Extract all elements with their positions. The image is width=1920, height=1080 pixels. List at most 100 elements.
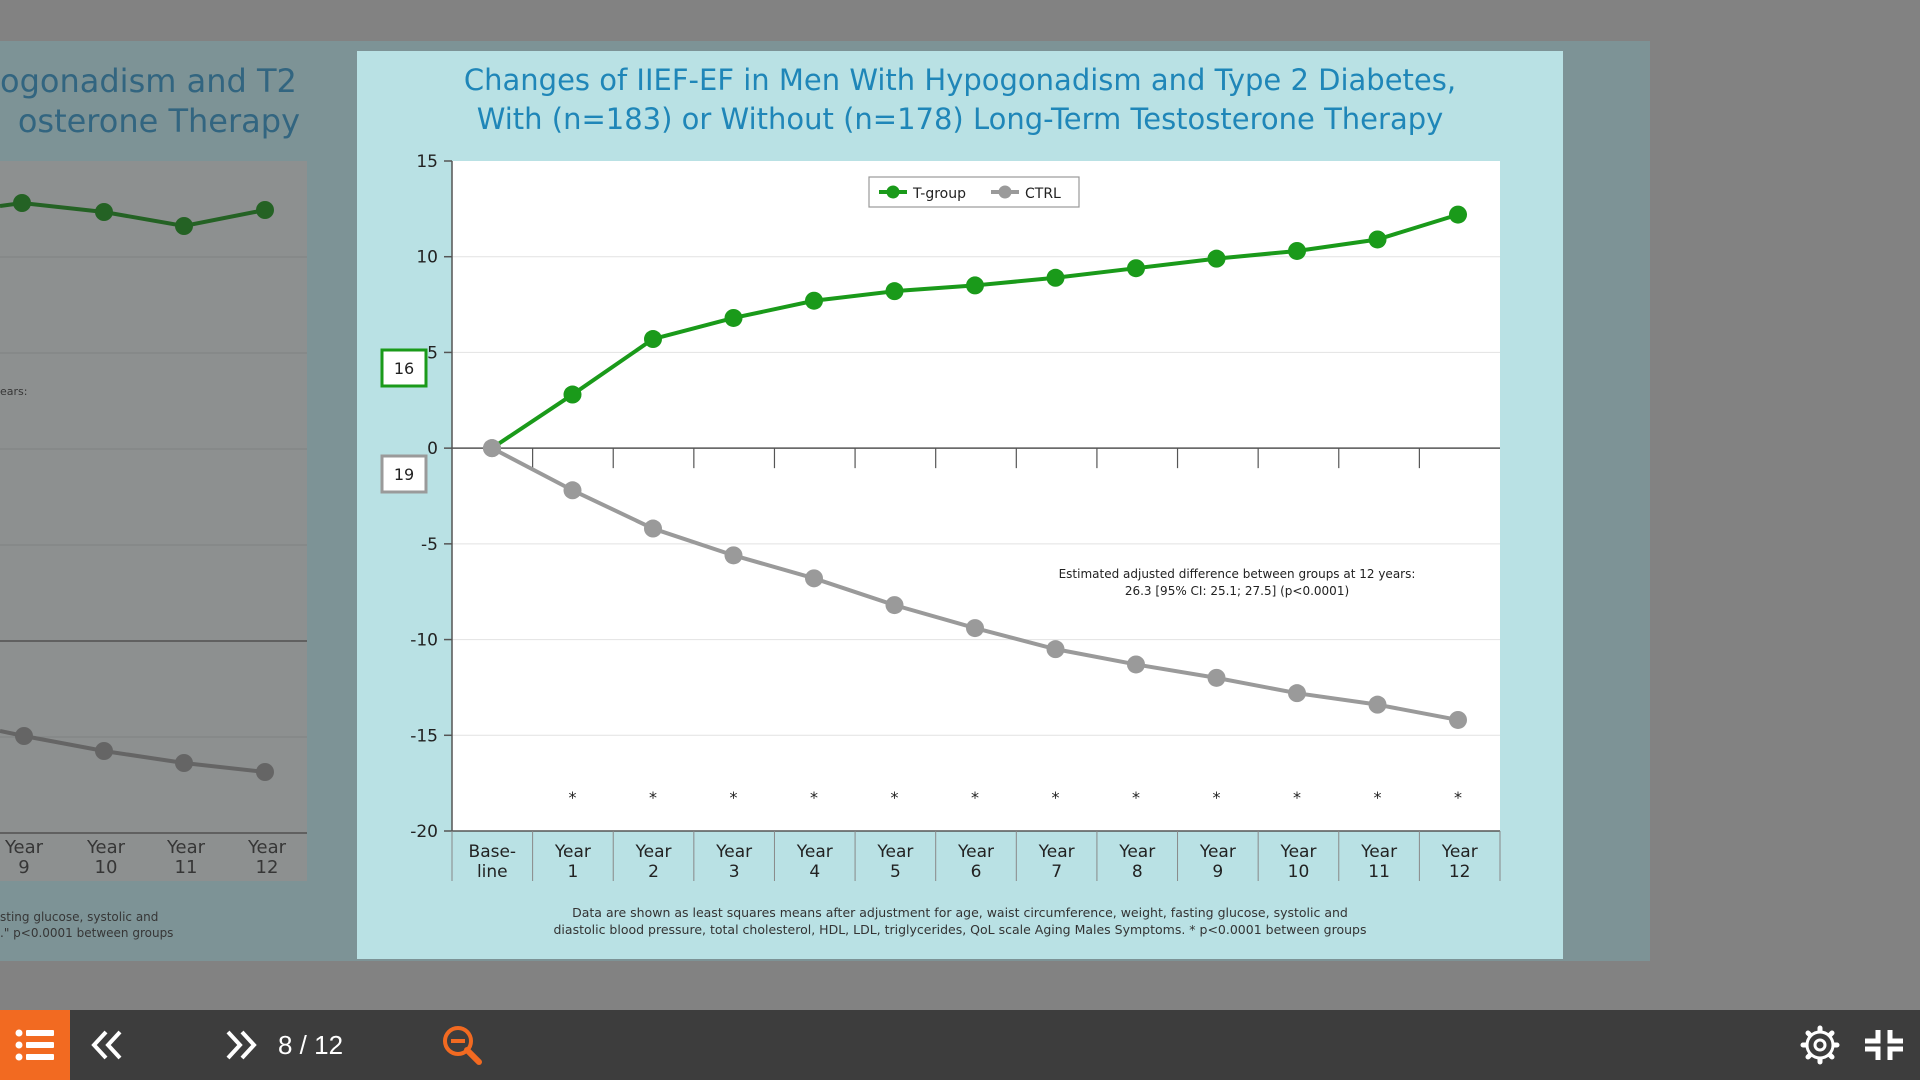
x-tick-label: Year — [715, 842, 752, 862]
x-tick-label: Year — [554, 842, 591, 862]
slide-footnote: Data are shown as least squares means af… — [357, 904, 1563, 938]
sample-size-label: 16 — [394, 359, 414, 378]
legend-swatch-marker — [886, 185, 900, 199]
data-point-t-group — [885, 282, 904, 301]
data-point-ctrl — [885, 596, 904, 615]
sample-size-box — [380, 348, 428, 388]
data-point-t-group — [1207, 249, 1226, 268]
sample-size-box — [380, 454, 428, 494]
background-footnote-line: sting glucose, systolic and — [0, 910, 158, 924]
significance-marker: * — [1293, 788, 1301, 807]
significance-marker: * — [569, 788, 577, 807]
data-point-t-group — [1368, 230, 1387, 249]
x-tick-label: Year — [1441, 842, 1478, 862]
x-tick-label: 5 — [890, 862, 901, 882]
data-point-ctrl — [1449, 710, 1467, 729]
data-point-t-group — [966, 276, 984, 295]
background-plot-area — [0, 161, 307, 881]
data-point-ctrl — [1046, 640, 1065, 659]
y-tick-label: -20 — [410, 822, 438, 842]
x-tick-label: Year — [1038, 842, 1075, 862]
significance-marker: * — [1213, 788, 1221, 807]
data-point-t-group — [1127, 259, 1145, 278]
legend-swatch-marker — [998, 185, 1012, 199]
next-slide-button[interactable] — [214, 1010, 268, 1080]
legend-label: T-group — [912, 186, 966, 202]
data-point-ctrl — [644, 519, 662, 538]
footnote-line: diastolic blood pressure, total choleste… — [553, 922, 1367, 937]
data-point-ctrl — [1207, 668, 1226, 687]
x-tick-label: Year — [796, 842, 833, 862]
background-x-label: 10 — [95, 857, 118, 878]
background-x-label: Year — [166, 837, 206, 858]
x-tick-label: 12 — [1449, 862, 1471, 882]
significance-marker: * — [891, 788, 899, 807]
chart-annotation-line: Estimated adjusted difference between gr… — [1059, 567, 1416, 581]
background-x-label: 9 — [18, 857, 29, 878]
x-tick-label: 9 — [1212, 862, 1223, 882]
x-tick-label: line — [477, 862, 508, 882]
x-tick-label: 3 — [729, 862, 740, 882]
legend-label: CTRL — [1025, 186, 1061, 202]
background-ctrl-point — [15, 727, 33, 745]
x-tick-label: 2 — [648, 862, 659, 882]
data-point-ctrl — [1368, 695, 1387, 714]
menu-button[interactable] — [0, 1010, 70, 1080]
significance-marker: * — [1052, 788, 1060, 807]
background-slide-title: ogonadism and T2DM, osterone Therapy — [0, 61, 300, 141]
background-x-label: 11 — [175, 857, 198, 878]
page-counter: 8 / 12 — [278, 1029, 344, 1060]
double-chevron-left-icon — [91, 1030, 122, 1060]
significance-marker: * — [971, 788, 979, 807]
data-point-t-group — [1288, 241, 1306, 260]
significance-marker: * — [649, 788, 657, 807]
chart: 151050-5-10-15-20Base-lineYear1Year2Year… — [380, 152, 1501, 882]
y-tick-label: -15 — [410, 726, 438, 746]
data-point-t-group — [724, 308, 743, 327]
data-point-t-group — [1046, 268, 1065, 287]
x-tick-label: Year — [1360, 842, 1397, 862]
y-tick-label: 15 — [416, 152, 438, 172]
double-chevron-right-icon — [226, 1030, 257, 1060]
x-tick-label: 4 — [809, 862, 820, 882]
data-point-ctrl — [724, 546, 743, 565]
background-ctrl-point — [175, 754, 193, 772]
x-tick-label: Year — [876, 842, 913, 862]
settings-button[interactable] — [1790, 1010, 1850, 1080]
x-tick-label: 7 — [1051, 862, 1062, 882]
chart-annotation-line: 26.3 [95% CI: 25.1; 27.5] (p<0.0001) — [1125, 584, 1349, 598]
background-x-label: Year — [86, 837, 126, 858]
y-tick-label: 10 — [416, 248, 438, 268]
background-t-point — [95, 203, 113, 221]
background-x-label: Year — [247, 837, 287, 858]
background-chart: ears: Year 9 Year 10 Year 11 Year 12 sti… — [0, 161, 307, 940]
y-tick-label: -5 — [421, 535, 438, 555]
data-point-ctrl — [805, 569, 823, 588]
exit-fullscreen-button[interactable] — [1854, 1010, 1914, 1080]
background-title-line: osterone Therapy — [17, 102, 300, 140]
zoom-out-icon — [443, 1026, 482, 1065]
data-point-ctrl — [1127, 655, 1145, 674]
x-tick-label: Year — [635, 842, 672, 862]
previous-slide-button[interactable] — [80, 1010, 134, 1080]
significance-marker: * — [810, 788, 818, 807]
background-title-line: ogonadism and T2DM, — [0, 62, 300, 100]
y-tick-label: -10 — [410, 631, 438, 651]
significance-marker: * — [1454, 788, 1462, 807]
background-ctrl-point — [95, 742, 113, 760]
slide-title-line: Changes of IIEF-EF in Men With Hypogonad… — [463, 63, 1457, 97]
footnote-line: Data are shown as least squares means af… — [572, 905, 1348, 920]
x-tick-label: Year — [1118, 842, 1155, 862]
slide-title: Changes of IIEF-EF in Men With Hypogonad… — [357, 61, 1563, 139]
slide-title-line: With (n=183) or Without (n=178) Long-Ter… — [476, 102, 1444, 136]
sample-size-label: 19 — [394, 465, 414, 484]
x-tick-label: 6 — [971, 862, 982, 882]
data-point-t-group — [805, 291, 823, 310]
exit-fullscreen-icon — [1865, 1030, 1903, 1060]
x-tick-label: 8 — [1132, 862, 1143, 882]
x-tick-label: Year — [1279, 842, 1316, 862]
data-point-t-group — [483, 439, 501, 458]
data-point-t-group — [563, 385, 582, 404]
background-t-point — [175, 217, 193, 235]
zoom-out-button[interactable] — [432, 1010, 492, 1080]
